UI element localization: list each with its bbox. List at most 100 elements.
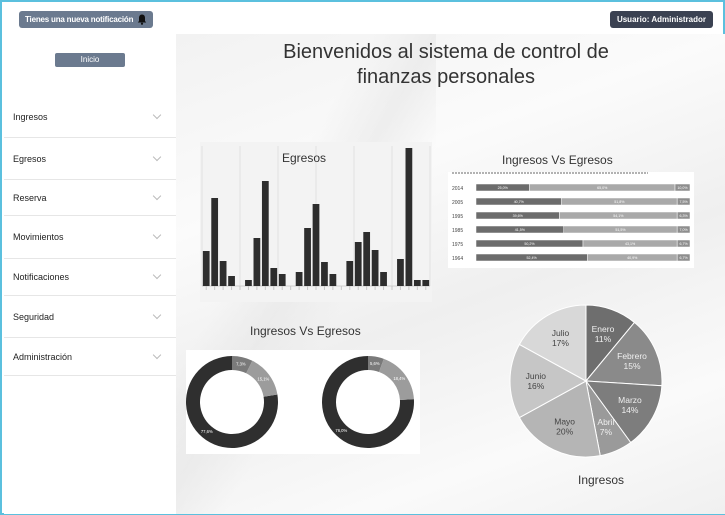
notification-label: Tienes una nueva notificación (25, 15, 134, 24)
sidebar-item-movimientos[interactable]: Movimientos (4, 216, 176, 259)
pie-category-label: Enero (592, 324, 615, 334)
pie-category-label: Abril (597, 417, 614, 427)
stacked-bar-segment (676, 239, 691, 248)
user-button[interactable]: Usuario: Administrador (609, 11, 713, 28)
sidebar-item-seguridad[interactable]: Seguridad (4, 296, 176, 338)
bar (371, 250, 379, 286)
segment-label: 7,0% (679, 228, 688, 232)
segment-label: 6,7% (679, 256, 688, 260)
pie-category-label: Junio (526, 371, 547, 381)
bar (413, 280, 421, 286)
sidebar-menu: Ingresos Egresos Reserva Movimientos Not… (4, 96, 176, 376)
ingresos-vs-egresos-donut-chart: 77,6% 7,3% 15,1% 76,0% 5,6% 18,4% (186, 350, 420, 454)
bar (346, 261, 354, 286)
bar (321, 262, 328, 286)
bar (295, 272, 303, 286)
stacked-bar-segment (676, 225, 691, 234)
pie-slice (518, 304, 587, 382)
stacked-bar-segment (674, 183, 691, 192)
bar (261, 181, 269, 286)
sidebar-item-label: Notificaciones (13, 272, 70, 282)
bell-icon (138, 14, 147, 25)
ingresos-vs-egresos-stacked-chart: 2014 25,0% 65,0% 10,0% 2005 40,7% 51,8% 7,5% 199… (448, 172, 694, 268)
pie-chart-title: Ingresos (578, 473, 625, 487)
sidebar-item-label: Administración (13, 351, 73, 362)
chevron-down-icon (152, 350, 162, 359)
stacked-bar-segment (676, 211, 691, 220)
category-label: 2005 (452, 200, 463, 206)
sidebar-item-ingresos[interactable]: Ingresos (4, 96, 176, 138)
bar (312, 204, 320, 286)
donut-slice (186, 356, 278, 448)
segment-label: 52,4% (527, 256, 538, 260)
donut-slice-label: 15,1% (257, 376, 269, 381)
sidebar-item-notificaciones[interactable]: Notificaciones (4, 259, 176, 296)
chevron-down-icon (152, 230, 162, 240)
pie-category-label: Febrero (617, 351, 647, 361)
home-button[interactable]: Inicio (55, 53, 125, 67)
pie-value-label: 11% (595, 334, 612, 344)
page-title: Bienvenidos al sistema de control de fin… (283, 41, 609, 88)
segment-label: 65,0% (597, 186, 608, 190)
stacked-chart-svg: 2014 25,0% 65,0% 10,0% 2005 40,7% 51,8% 7,5% 199… (448, 172, 694, 268)
bar (354, 242, 362, 286)
segment-label: 43,1% (625, 242, 636, 246)
segment-label: 50,2% (524, 242, 535, 246)
sidebar-item-egresos[interactable]: Egresos (4, 138, 176, 180)
bar (245, 280, 252, 286)
chevron-down-icon (152, 191, 162, 200)
pie-value-label: 20% (556, 426, 573, 436)
donut-slice-label: 5,6% (370, 361, 380, 366)
donut-slice (322, 356, 414, 448)
stacked-chart-title: Ingresos Vs Egresos (502, 153, 613, 167)
donut-slice (379, 358, 414, 400)
segment-label: 40,7% (514, 200, 525, 204)
segment-label: 39,6% (513, 214, 524, 218)
donut-slice-label: 76,0% (335, 428, 347, 433)
donut-slice-label: 18,4% (393, 376, 405, 381)
sidebar-item-label: Reserva (13, 192, 47, 203)
category-label: 1975 (452, 242, 463, 248)
ingresos-pie-chart: Enero 11% Febrero 15% Marzo 14% Abril 7% Mayo 20%… (501, 296, 671, 466)
sidebar: Inicio Ingresos Egresos Reserva Movimien… (4, 34, 176, 514)
bar (329, 274, 337, 286)
segment-label: 41,5% (515, 228, 526, 232)
pie-value-label: 16% (527, 381, 544, 391)
bar-chart-title: Egresos (282, 151, 326, 165)
top-bar: Tienes una nueva notificación Usuario: A… (4, 4, 725, 34)
segment-label: 7,5% (679, 200, 688, 204)
donut-chart-svg: 77,6% 7,3% 15,1% 76,0% 5,6% 18,4% (186, 350, 420, 454)
category-label: 1964 (452, 256, 463, 262)
bar (219, 261, 227, 286)
category-label: 1985 (452, 228, 463, 234)
bar (202, 251, 210, 286)
category-label: 2014 (452, 186, 463, 192)
donut-slice-label: 77,6% (201, 429, 213, 434)
pie-category-label: Mayo (554, 416, 575, 426)
bar (422, 280, 430, 286)
bar (211, 198, 219, 286)
notification-button[interactable]: Tienes una nueva notificación (19, 11, 154, 28)
sidebar-item-reserva[interactable]: Reserva (4, 180, 176, 216)
stacked-bar-segment (676, 253, 691, 262)
user-label: Usuario: Administrador (616, 15, 706, 24)
pie-slice (584, 380, 663, 444)
sidebar-item-administracion[interactable]: Administración (4, 338, 176, 376)
sidebar-item-label: Ingresos (13, 111, 48, 122)
pie-slice (584, 321, 663, 387)
bar (405, 148, 413, 286)
segment-label: 54,1% (613, 214, 624, 218)
pie-value-label: 15% (624, 361, 641, 371)
bar (363, 232, 371, 286)
segment-label: 25,0% (498, 186, 509, 190)
sidebar-item-label: Seguridad (13, 311, 55, 322)
bar (228, 276, 235, 286)
bar (304, 228, 311, 286)
dashboard-main: Bienvenidos al sistema de control de fin… (176, 34, 725, 514)
donut-slice (232, 356, 253, 374)
segment-label: 10,0% (677, 186, 688, 190)
egresos-bar-chart: Egresos (200, 142, 432, 302)
bar (380, 272, 387, 286)
